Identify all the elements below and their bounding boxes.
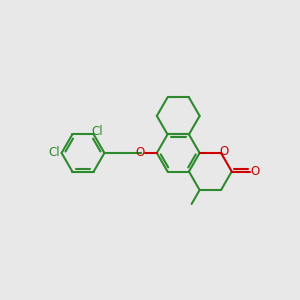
Text: Cl: Cl — [48, 146, 60, 160]
Text: Cl: Cl — [92, 125, 103, 138]
Text: O: O — [251, 165, 260, 178]
Text: O: O — [136, 146, 145, 160]
Text: O: O — [219, 146, 228, 158]
